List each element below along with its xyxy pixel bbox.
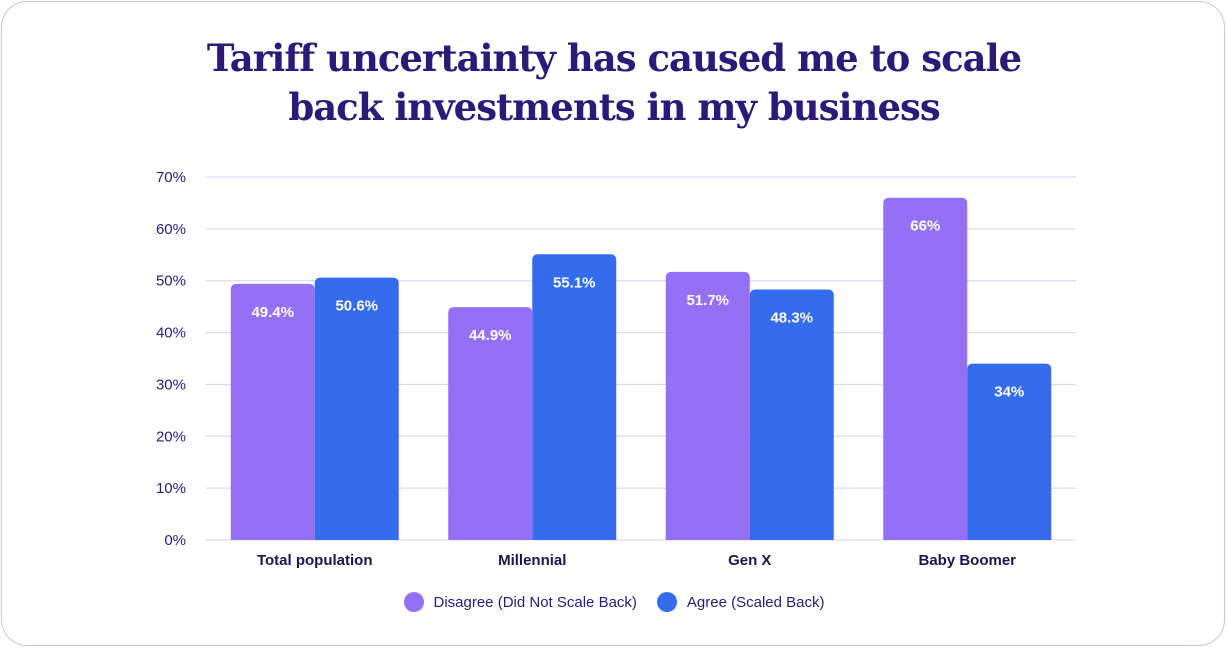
chart-title-line-1: Tariff uncertainty has caused me to scal…: [206, 36, 1022, 80]
bar: [314, 277, 399, 540]
y-tick-label: 30%: [156, 376, 186, 393]
x-tick-label: Total population: [257, 552, 373, 569]
bar: [230, 283, 315, 540]
data-label: 44.9%: [469, 327, 512, 344]
data-label: 51.7%: [686, 292, 729, 309]
bar: [448, 307, 533, 540]
y-tick-label: 0%: [164, 532, 186, 549]
legend-item: Agree (Scaled Back): [656, 592, 825, 612]
chart-title: Tariff uncertainty has caused me to scal…: [0, 34, 1228, 132]
y-tick-label: 60%: [156, 221, 186, 238]
legend-item: Disagree (Did Not Scale Back): [403, 592, 637, 612]
data-label: 49.4%: [251, 304, 294, 321]
x-tick-label: Gen X: [728, 552, 771, 569]
x-tick-label: Baby Boomer: [918, 552, 1016, 569]
x-tick-label: Millennial: [498, 552, 566, 569]
data-label: 66%: [910, 218, 940, 235]
bar: [883, 197, 968, 540]
data-label: 50.6%: [335, 298, 378, 315]
y-tick-label: 70%: [156, 169, 186, 186]
legend-label: Disagree (Did Not Scale Back): [433, 593, 637, 611]
bar: [749, 289, 834, 540]
data-label: 55.1%: [553, 274, 596, 291]
chart-legend: Disagree (Did Not Scale Back) Agree (Scal…: [0, 592, 1228, 612]
legend-label: Agree (Scaled Back): [686, 593, 825, 611]
data-label: 48.3%: [770, 310, 813, 327]
y-tick-label: 50%: [156, 273, 186, 290]
data-label: 34%: [994, 384, 1024, 401]
bar: [532, 254, 617, 540]
y-tick-label: 40%: [156, 325, 186, 342]
y-tick-label: 20%: [156, 428, 186, 445]
bar: [967, 363, 1052, 540]
bar: [665, 271, 750, 540]
chart-title-line-2: back investments in my business: [288, 85, 940, 129]
legend-swatch: [656, 592, 677, 612]
legend-swatch: [403, 592, 424, 612]
y-tick-label: 10%: [156, 480, 186, 497]
